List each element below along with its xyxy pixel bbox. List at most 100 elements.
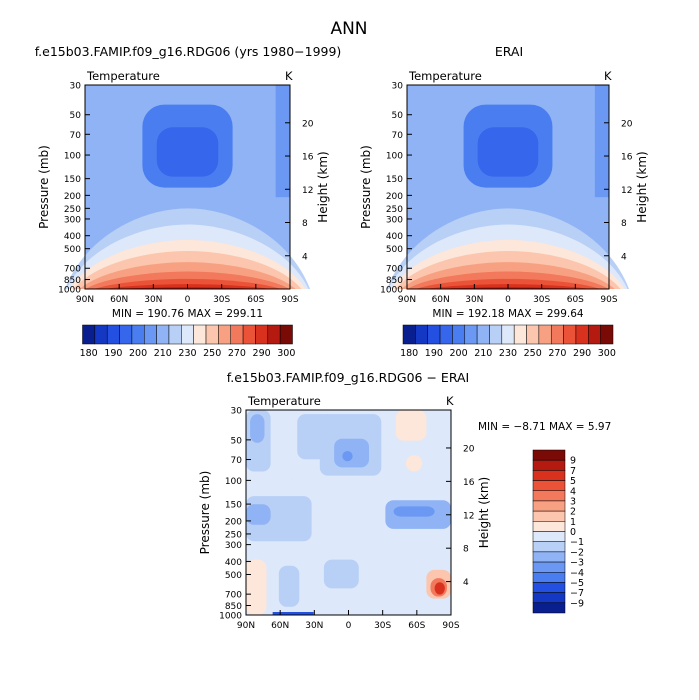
colorbar-swatch [119,324,133,345]
y-tick-label: 250 [225,530,242,540]
colorbar-swatch [131,324,145,345]
y2-tick-label: 12 [302,186,313,196]
colorbar-swatch [600,324,614,345]
colorbar-label: −7 [570,588,584,599]
y-tick-label: 250 [386,205,403,215]
colorbar-swatch [156,324,170,345]
x-tick-label: 30N [465,295,483,305]
colorbar-swatch [452,324,466,345]
colorbar-label: −5 [570,578,584,589]
y2-axis-label: Height (km) [635,151,649,222]
y-tick-label: 50 [231,436,243,446]
figure-title: ANN [330,19,367,39]
colorbar-label: 1 [570,517,576,528]
y-tick-label: 700 [225,591,242,601]
y-tick-label: 400 [225,558,242,568]
field-polar-south [275,85,290,198]
field-patch [246,559,267,615]
panel-title: f.e15b03.FAMIP.f09_g16.RDG06 (yrs 1980−1… [35,44,342,59]
y-tick-label: 50 [392,111,404,121]
y-tick-label: 500 [64,245,81,255]
x-tick-label: 90S [442,621,459,631]
y-tick-label: 850 [64,276,81,286]
field-patch [393,506,435,517]
y-tick-label: 700 [386,265,403,275]
chart-panel-model: f.e15b03.FAMIP.f09_g16.RDG06 (yrs 1980−1… [35,44,342,359]
colorbar-label: 180 [80,348,98,359]
field-layer [387,85,629,289]
colorbar-label: 2 [570,507,576,518]
colorbar-label: −2 [570,547,584,558]
colorbar-swatch [193,324,207,345]
colorbar-label: −9 [570,598,584,609]
y2-tick-label: 20 [302,119,314,129]
field-patch [323,559,359,589]
colorbar-swatch [218,324,231,345]
panel-variable-label: Temperature [247,394,321,408]
y-tick-label: 700 [64,265,81,275]
x-tick-label: 90S [281,295,298,305]
y-tick-label: 300 [225,541,242,551]
y2-tick-label: 16 [621,153,633,163]
colorbar-swatch [205,324,219,345]
y-tick-label: 150 [225,501,242,511]
field-polar-south [594,85,609,198]
y2-axis-label: Height (km) [477,477,491,548]
colorbar-swatch [230,324,244,345]
x-tick-label: 0 [505,295,511,305]
y2-tick-label: 12 [621,186,632,196]
y2-tick-label: 20 [463,444,475,454]
y-tick-label: 1000 [380,286,403,296]
field-patch [266,467,292,488]
y-tick-label: 100 [64,152,81,162]
colorbar-swatch [94,324,108,345]
colorbar-swatch [267,324,281,345]
y2-tick-label: 8 [621,219,627,229]
colorbar-swatch [168,324,182,345]
y2-tick-label: 20 [621,119,633,129]
colorbar-label: 300 [598,348,616,359]
panel-units-label: K [285,69,293,83]
x-tick-label: 90N [398,295,416,305]
y2-tick-label: 12 [463,511,474,521]
min-max-stat: MIN = 190.76 MAX = 299.11 [112,308,263,320]
colorbar-label: 210 [474,348,492,359]
colorbar-label: 290 [573,348,591,359]
x-tick-label: 0 [185,295,191,305]
colorbar-swatch [532,480,566,491]
x-tick-label: 30S [213,295,230,305]
colorbar-swatch [513,324,527,345]
y-tick-label: 300 [64,215,81,225]
x-tick-label: 60S [408,621,425,631]
colorbar-swatch [532,459,566,471]
colorbar-label: 200 [450,348,468,359]
y-tick-label: 30 [392,82,404,92]
colorbar-label: −1 [570,537,584,548]
y-tick-label: 1000 [58,286,81,296]
y-tick-label: 500 [225,571,242,581]
colorbar-label: 0 [570,527,576,538]
colorbar-label: −3 [570,558,584,569]
y-tick-label: 100 [386,152,403,162]
colorbar-swatch [439,324,453,345]
colorbar-swatch [532,500,566,512]
colorbar-swatch [415,324,428,345]
colorbar-swatch [532,561,566,573]
y-tick-label: 200 [64,192,81,202]
colorbar-label: 5 [570,476,576,487]
y-axis-label: Pressure (mb) [359,145,373,229]
y-tick-label: 150 [64,175,81,185]
colorbar-label: 4 [570,486,576,497]
y-tick-label: 200 [225,517,242,527]
colorbar-swatch [532,521,566,532]
field-tropopause-inner [477,127,539,177]
colorbar-label: 250 [203,348,221,359]
field-patch [342,451,353,462]
colorbar-label: 300 [277,348,295,359]
field-layer [65,85,310,289]
colorbar-label: 230 [499,348,517,359]
colorbar-label: 3 [570,496,576,507]
colorbar-label: 200 [129,348,147,359]
colorbar-label: 190 [104,348,122,359]
